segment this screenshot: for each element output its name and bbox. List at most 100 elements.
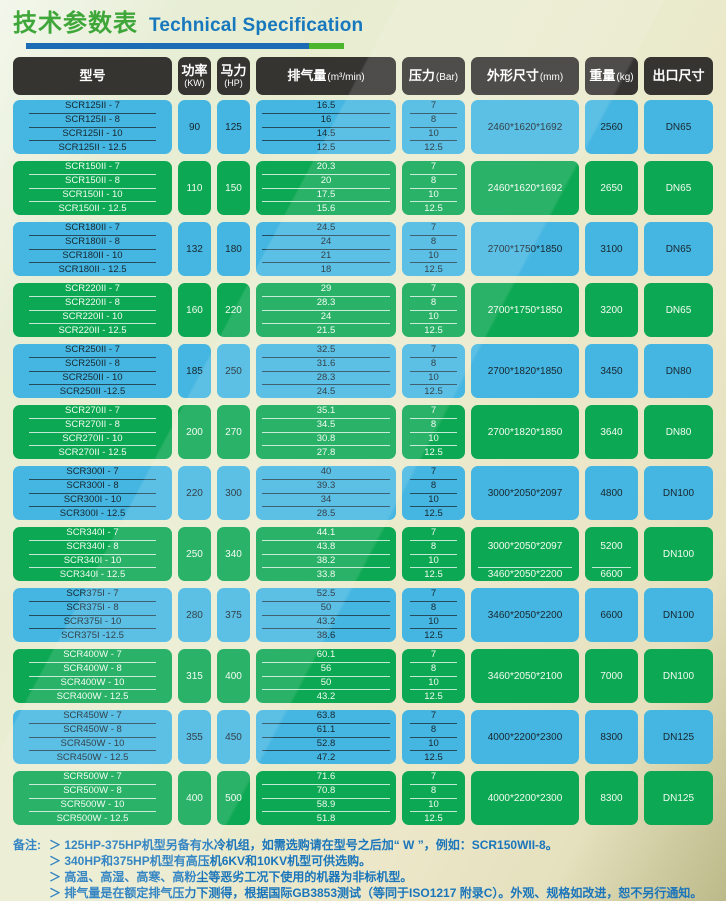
horsepower-hp-cell: 400 (217, 649, 250, 703)
weight-cell: 8300 (585, 771, 638, 825)
displacement-cell-row: 70.8 (262, 785, 390, 799)
dimensions-cell: 2700*1820*1850 (471, 344, 579, 398)
pressure-cell-row: 8 (410, 114, 457, 128)
displacement-cell: 63.8 61.1 52.8 47.2 (256, 710, 396, 764)
pressure-cell-row: 10 (410, 738, 457, 752)
dimensions-cell: 3000*2050*2097 (471, 466, 579, 520)
pressure-cell-row: 7 (410, 405, 457, 419)
pressure-cell-row: 7 (410, 710, 457, 724)
title-underline-green (309, 43, 344, 49)
displacement-cell-row: 58.9 (262, 799, 390, 813)
outlet-size-cell: DN65 (644, 222, 713, 276)
displacement-cell-row: 28.3 (262, 297, 390, 311)
pressure-cell-row: 12.5 (424, 141, 443, 153)
displacement-cell-row: 28.5 (316, 507, 336, 519)
model-cell-row: SCR270II - 8 (29, 419, 156, 433)
model-cell-row: SCR180II - 8 (29, 236, 156, 250)
outlet-size-cell: DN65 (644, 283, 713, 337)
model-cell-row: SCR300I - 12.5 (59, 507, 126, 519)
weight-cell: 7000 (585, 649, 638, 703)
model-cell-row: SCR375I - 7 (29, 588, 156, 602)
column-header-label: 排气量 (287, 68, 327, 83)
page-title: 技术参数表 Technical Specification (13, 9, 726, 40)
displacement-cell-row: 33.8 (316, 568, 336, 580)
column-header-labelwrap: 重量 (kg) (589, 69, 633, 83)
horsepower-hp-cell: 125 (217, 100, 250, 154)
displacement-cell-row: 39.3 (262, 480, 390, 494)
displacement-cell-row: 16 (262, 114, 390, 128)
footnote-line: ＞ 高温、高湿、高寒、高粉尘等恶劣工况下使用的机器为非标机型。 (13, 869, 720, 885)
power-kw-cell: 355 (178, 710, 211, 764)
footnote-text: ＞ 125HP-375HP机型另备有水冷机组，如需选购请在型号之后加“ W ”，… (49, 838, 558, 852)
footnote-line: ＞ 340HP和375HP机型有高压机6KV和10KV机型可供选购。 (13, 853, 720, 869)
pressure-cell-row: 10 (410, 250, 457, 264)
displacement-cell-row: 47.2 (316, 751, 336, 763)
pressure-cell: 7 8 10 12.5 (402, 710, 465, 764)
pressure-cell-row: 10 (410, 433, 457, 447)
weight-cell: 5200 6600 (585, 527, 638, 581)
horsepower-hp-cell: 150 (217, 161, 250, 215)
spec-block-scr375i: SCR375I - 7 SCR375I - 8 SCR375I - 10 SCR375… (13, 588, 713, 642)
displacement-cell-row: 38.6 (316, 629, 336, 641)
spec-block-scr400w: SCR400W - 7 SCR400W - 8 SCR400W - 10 SCR400… (13, 649, 713, 703)
dimensions-cell: 3460*2050*2200 (471, 588, 579, 642)
model-cell-row: SCR180II - 7 (29, 222, 156, 236)
displacement-cell-row: 24.5 (316, 385, 336, 397)
outlet-size-cell: DN65 (644, 161, 713, 215)
pressure-cell-row: 10 (410, 189, 457, 203)
column-header-7: 重量 (kg) (585, 57, 638, 95)
column-header-8: 出口尺寸 (644, 57, 713, 95)
power-kw-cell: 280 (178, 588, 211, 642)
outlet-size-cell: DN100 (644, 649, 713, 703)
displacement-cell-row: 24.5 (262, 222, 390, 236)
displacement-cell-row: 50 (262, 677, 390, 691)
pressure-cell-row: 7 (410, 527, 457, 541)
model-cell-row: SCR500W - 10 (29, 799, 156, 813)
outlet-size-cell: DN100 (644, 527, 713, 581)
model-cell-row: SCR300I - 10 (29, 494, 156, 508)
displacement-cell: 52.5 50 43.2 38.6 (256, 588, 396, 642)
column-header-labelwrap: 外形尺寸 (mm) (487, 69, 563, 83)
pressure-cell-row: 8 (410, 785, 457, 799)
pressure-cell-row: 12.5 (424, 385, 443, 397)
column-header-unit: (kg) (616, 72, 634, 83)
power-kw-cell: 400 (178, 771, 211, 825)
model-cell: SCR125II - 7 SCR125II - 8 SCR125II - 10 SCR… (13, 100, 172, 154)
page-title-zh: 技术参数表 (13, 10, 138, 37)
pressure-cell-row: 8 (410, 602, 457, 616)
model-cell-row: SCR220II - 7 (29, 283, 156, 297)
pressure-cell: 7 8 10 12.5 (402, 771, 465, 825)
weight-cell: 3450 (585, 344, 638, 398)
pressure-cell-row: 12.5 (424, 568, 443, 580)
pressure-cell-row: 8 (410, 236, 457, 250)
displacement-cell-row: 14.5 (262, 128, 390, 142)
displacement-cell-row: 28.3 (262, 372, 390, 386)
title-underline (26, 43, 344, 49)
power-kw-cell: 110 (178, 161, 211, 215)
displacement-cell-row: 16.5 (262, 100, 390, 114)
pressure-cell-row: 10 (410, 799, 457, 813)
footnote-text: ＞ 排气量是在额定排气压力下测得，根据国际GB3853测试（等同于ISO1217… (49, 886, 703, 900)
column-header-label: 马力 (220, 63, 247, 78)
weight-cell: 3200 (585, 283, 638, 337)
model-cell: SCR150II - 7 SCR150II - 8 SCR150II - 10 SCR… (13, 161, 172, 215)
horsepower-hp-cell: 375 (217, 588, 250, 642)
pressure-cell-row: 8 (410, 297, 457, 311)
model-cell-row: SCR250II - 10 (29, 372, 156, 386)
spec-table-body: SCR125II - 7 SCR125II - 8 SCR125II - 10 SCR… (13, 100, 713, 825)
pressure-cell-row: 7 (410, 283, 457, 297)
column-header-label: 出口尺寸 (652, 68, 705, 83)
dimensions-cell: 3460*2050*2100 (471, 649, 579, 703)
pressure-cell-row: 7 (410, 649, 457, 663)
footnote-line: ＞ 排气量是在额定排气压力下测得，根据国际GB3853测试（等同于ISO1217… (13, 885, 720, 901)
spec-block-scr450w: SCR450W - 7 SCR450W - 8 SCR450W - 10 SCR450… (13, 710, 713, 764)
dimensions-cell: 2700*1750*1850 (471, 222, 579, 276)
model-cell-row: SCR250II -12.5 (59, 385, 126, 397)
weight-cell: 2560 (585, 100, 638, 154)
displacement-cell-row: 52.8 (262, 738, 390, 752)
model-cell-row: SCR340I - 12.5 (59, 568, 126, 580)
weight-cell: 4800 (585, 466, 638, 520)
pressure-cell-row: 7 (410, 588, 457, 602)
pressure-cell-row: 10 (410, 616, 457, 630)
footnote-text: ＞ 340HP和375HP机型有高压机6KV和10KV机型可供选购。 (49, 854, 372, 868)
